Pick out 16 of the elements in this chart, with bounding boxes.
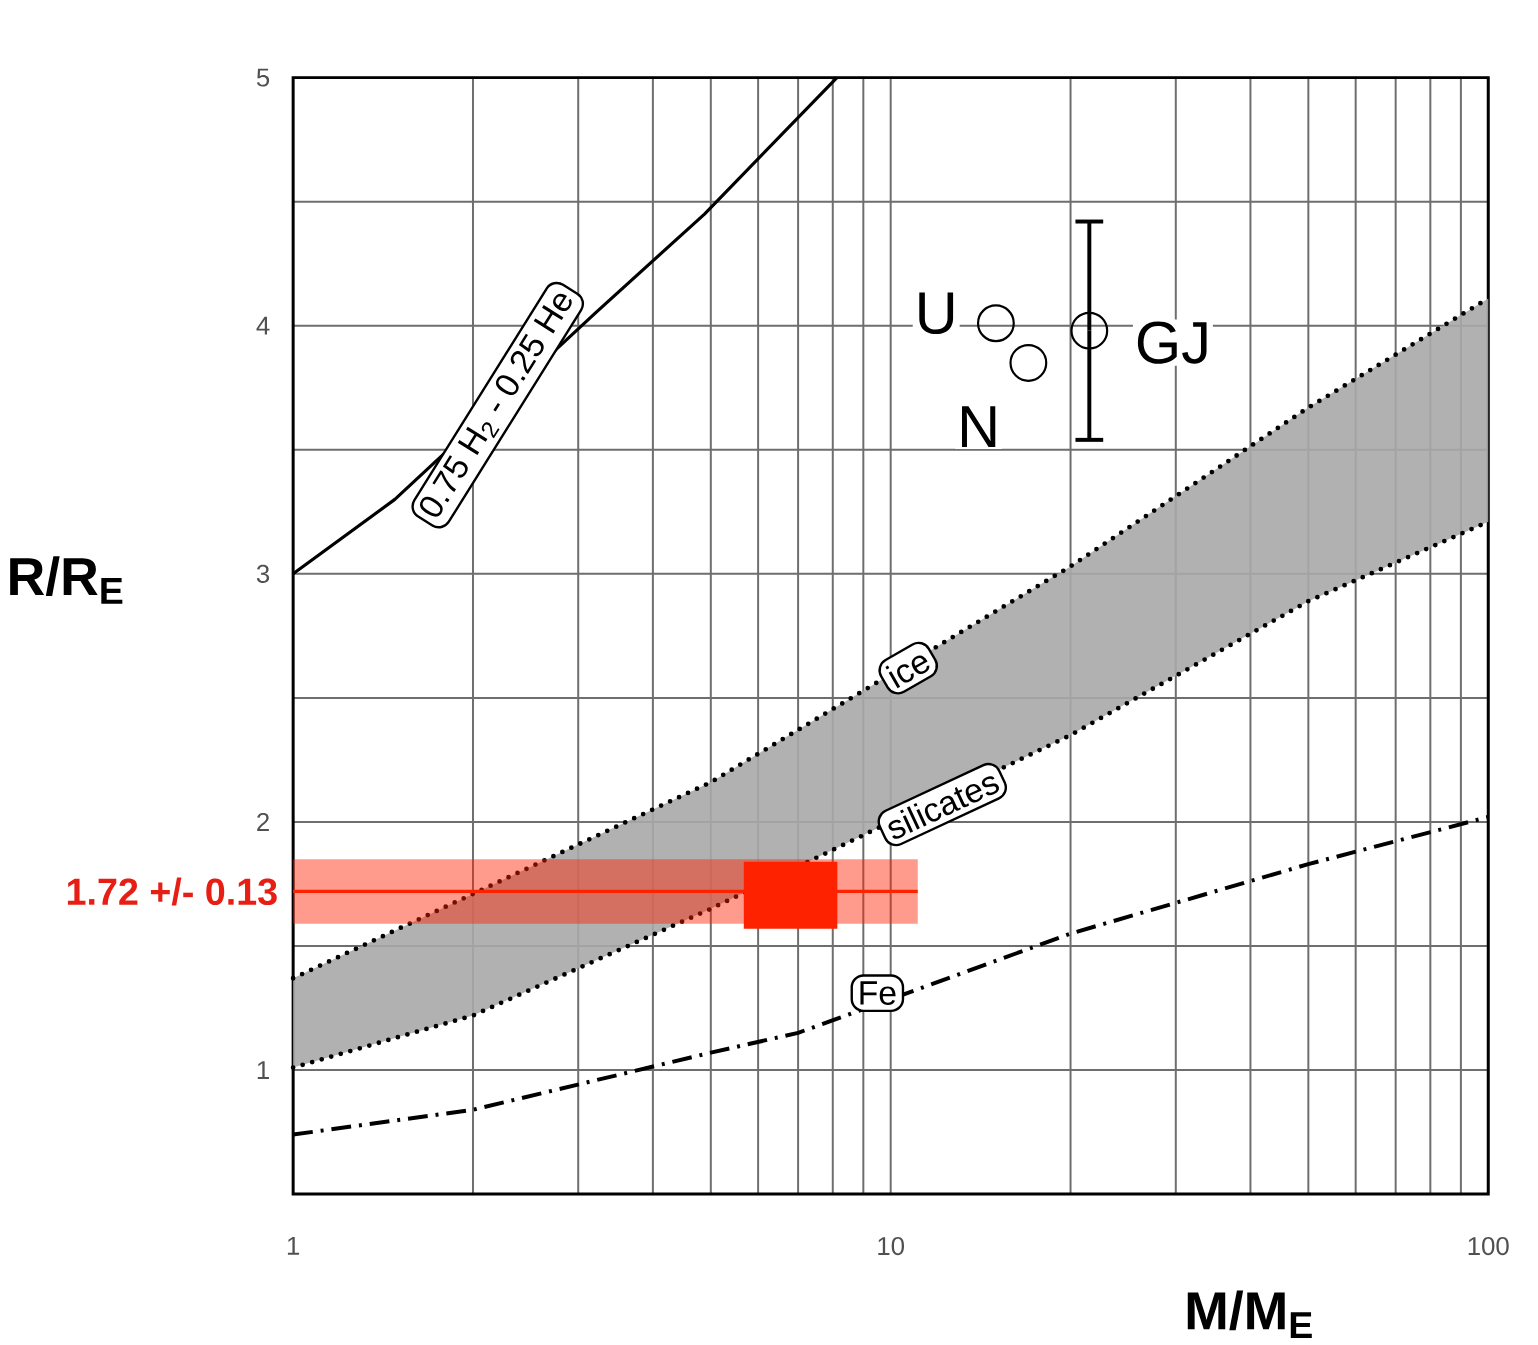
annotation: N bbox=[962, 406, 996, 448]
y-axis-title: R/R$_{E}$ bbox=[10, 556, 123, 605]
x-axis-title: M/M$_{E}$ bbox=[1187, 1290, 1312, 1339]
text: 1.72 +/- 0.13 bbox=[67, 877, 277, 906]
annotation: ice bbox=[885, 655, 930, 689]
y-tick-label: 4 bbox=[256, 317, 270, 335]
y-tick-label: 3 bbox=[256, 564, 270, 584]
x-tick-label: 10 bbox=[878, 1237, 905, 1256]
x-tick-label: 100 bbox=[1468, 1237, 1509, 1256]
y-tick-label: 5 bbox=[256, 68, 270, 87]
annotation: U bbox=[919, 292, 954, 335]
annotation: GJ bbox=[1137, 321, 1207, 364]
y-tick-label: 1 bbox=[257, 1061, 269, 1080]
annotation: Fe bbox=[860, 981, 896, 1006]
y-tick-label: 2 bbox=[257, 813, 269, 832]
x-tick-label: 1 bbox=[287, 1237, 300, 1255]
